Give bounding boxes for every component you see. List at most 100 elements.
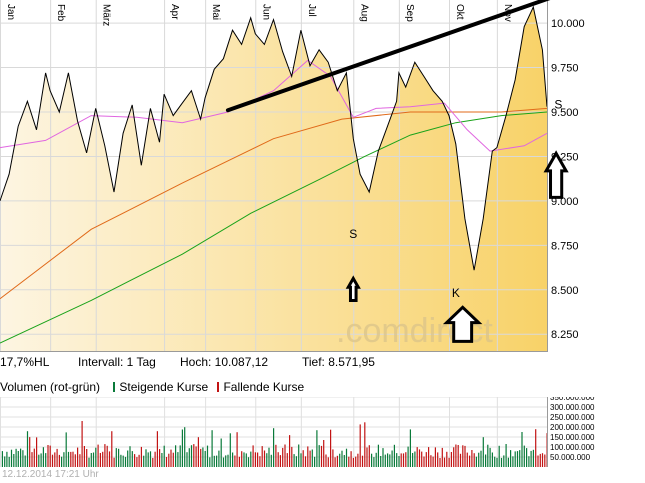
volume-bar — [190, 445, 193, 467]
volume-bar — [432, 456, 434, 467]
volume-bar — [163, 445, 165, 467]
volume-bar — [498, 445, 500, 467]
volume-bar — [138, 454, 140, 467]
volume-bar — [245, 453, 247, 467]
volume-bar — [170, 449, 172, 467]
volume-bar — [535, 429, 537, 467]
trend-line — [225, 0, 551, 113]
volume-bar — [396, 453, 398, 467]
y-tick-label: 10.000 — [551, 18, 585, 30]
volume-bar — [81, 421, 83, 467]
volume-bar — [286, 453, 288, 467]
volume-bar — [134, 454, 136, 467]
volume-bar — [24, 455, 26, 467]
volume-bar — [282, 447, 284, 467]
volume-bar — [464, 445, 466, 467]
volume-bar — [179, 445, 181, 467]
volume-bar — [54, 452, 56, 467]
volume-bar — [252, 445, 254, 467]
volume-bar — [528, 456, 530, 467]
volume-bar — [72, 451, 74, 467]
arrow-marker — [442, 305, 483, 343]
volume-bar — [505, 444, 507, 467]
volume-bar — [382, 448, 384, 467]
volume-bar — [127, 450, 129, 467]
volume-bar — [261, 446, 263, 467]
volume-bar — [514, 451, 516, 467]
volume-bar — [204, 451, 206, 467]
month-label: Apr — [169, 4, 180, 20]
volume-bar — [368, 445, 370, 467]
volume-bar — [113, 457, 115, 467]
volume-bar — [77, 447, 79, 467]
volume-bar — [165, 457, 168, 467]
volume-bar — [309, 450, 311, 467]
volume-bar — [29, 437, 31, 467]
arrow-marker — [345, 275, 361, 302]
volume-bar — [83, 446, 85, 467]
volume-bar — [263, 450, 266, 467]
y-tick-label: 8.750 — [551, 240, 579, 252]
volume-bar — [459, 453, 462, 467]
high-stat: Hoch: 10.087,12 — [180, 355, 269, 369]
volume-bar — [111, 431, 113, 467]
volume-bar — [70, 451, 72, 467]
price-line — [0, 5, 548, 271]
volume-bar — [507, 457, 509, 467]
volume-bar — [446, 451, 448, 467]
volume-bar — [407, 446, 409, 467]
month-label: Aug — [358, 4, 369, 22]
volume-bar — [168, 453, 170, 467]
volume-bar — [300, 453, 302, 467]
volume-bar — [348, 456, 350, 467]
volume-bar — [243, 452, 245, 467]
volume-bar — [327, 457, 329, 467]
volume-bar — [316, 430, 318, 467]
volume-bar — [193, 444, 195, 467]
volume-bar — [521, 432, 523, 467]
volume-bar — [152, 457, 154, 467]
volume-bar — [259, 456, 261, 467]
volume-bar — [289, 435, 291, 467]
volume-bar — [377, 444, 379, 467]
volume-bar — [254, 452, 256, 467]
volume-bar — [284, 444, 286, 467]
price-area — [0, 7, 547, 352]
volume-bar — [293, 454, 295, 467]
volume-bar — [414, 451, 416, 467]
volume-bar — [500, 457, 503, 467]
volume-bar — [15, 448, 17, 467]
volume-bar — [530, 450, 532, 467]
volume-bar — [364, 422, 366, 467]
volume-bar — [503, 455, 505, 467]
volume-bar — [33, 448, 35, 467]
volume-bar — [95, 447, 97, 467]
volume-bar — [462, 445, 464, 467]
volume-bar — [471, 450, 473, 467]
volume-bar — [156, 431, 158, 467]
volume-bar — [136, 457, 138, 467]
volume-bar — [79, 454, 81, 467]
volume-bar — [88, 457, 90, 467]
volume-y-tick-label: 100.000.000 — [550, 443, 595, 452]
ma-100-line — [0, 107, 548, 300]
volume-bar — [90, 453, 92, 467]
volume-bar — [47, 445, 49, 467]
volume-bar — [145, 449, 147, 467]
volume-bar — [181, 429, 183, 467]
volume-bar — [159, 449, 161, 467]
volume-bar — [443, 457, 446, 467]
month-label: Sep — [404, 4, 415, 22]
volume-bar — [250, 451, 252, 467]
volume-bar — [491, 452, 493, 467]
volume-bar — [398, 456, 400, 467]
month-label: Mai — [210, 4, 221, 20]
volume-bar — [227, 454, 229, 467]
volume-bar — [206, 445, 209, 467]
volume-bar — [236, 432, 238, 467]
volume-bar — [99, 453, 101, 467]
volume-bar — [270, 454, 272, 467]
volume-bar — [441, 447, 443, 467]
volume-bar — [63, 452, 65, 467]
volume-bar — [423, 456, 425, 467]
